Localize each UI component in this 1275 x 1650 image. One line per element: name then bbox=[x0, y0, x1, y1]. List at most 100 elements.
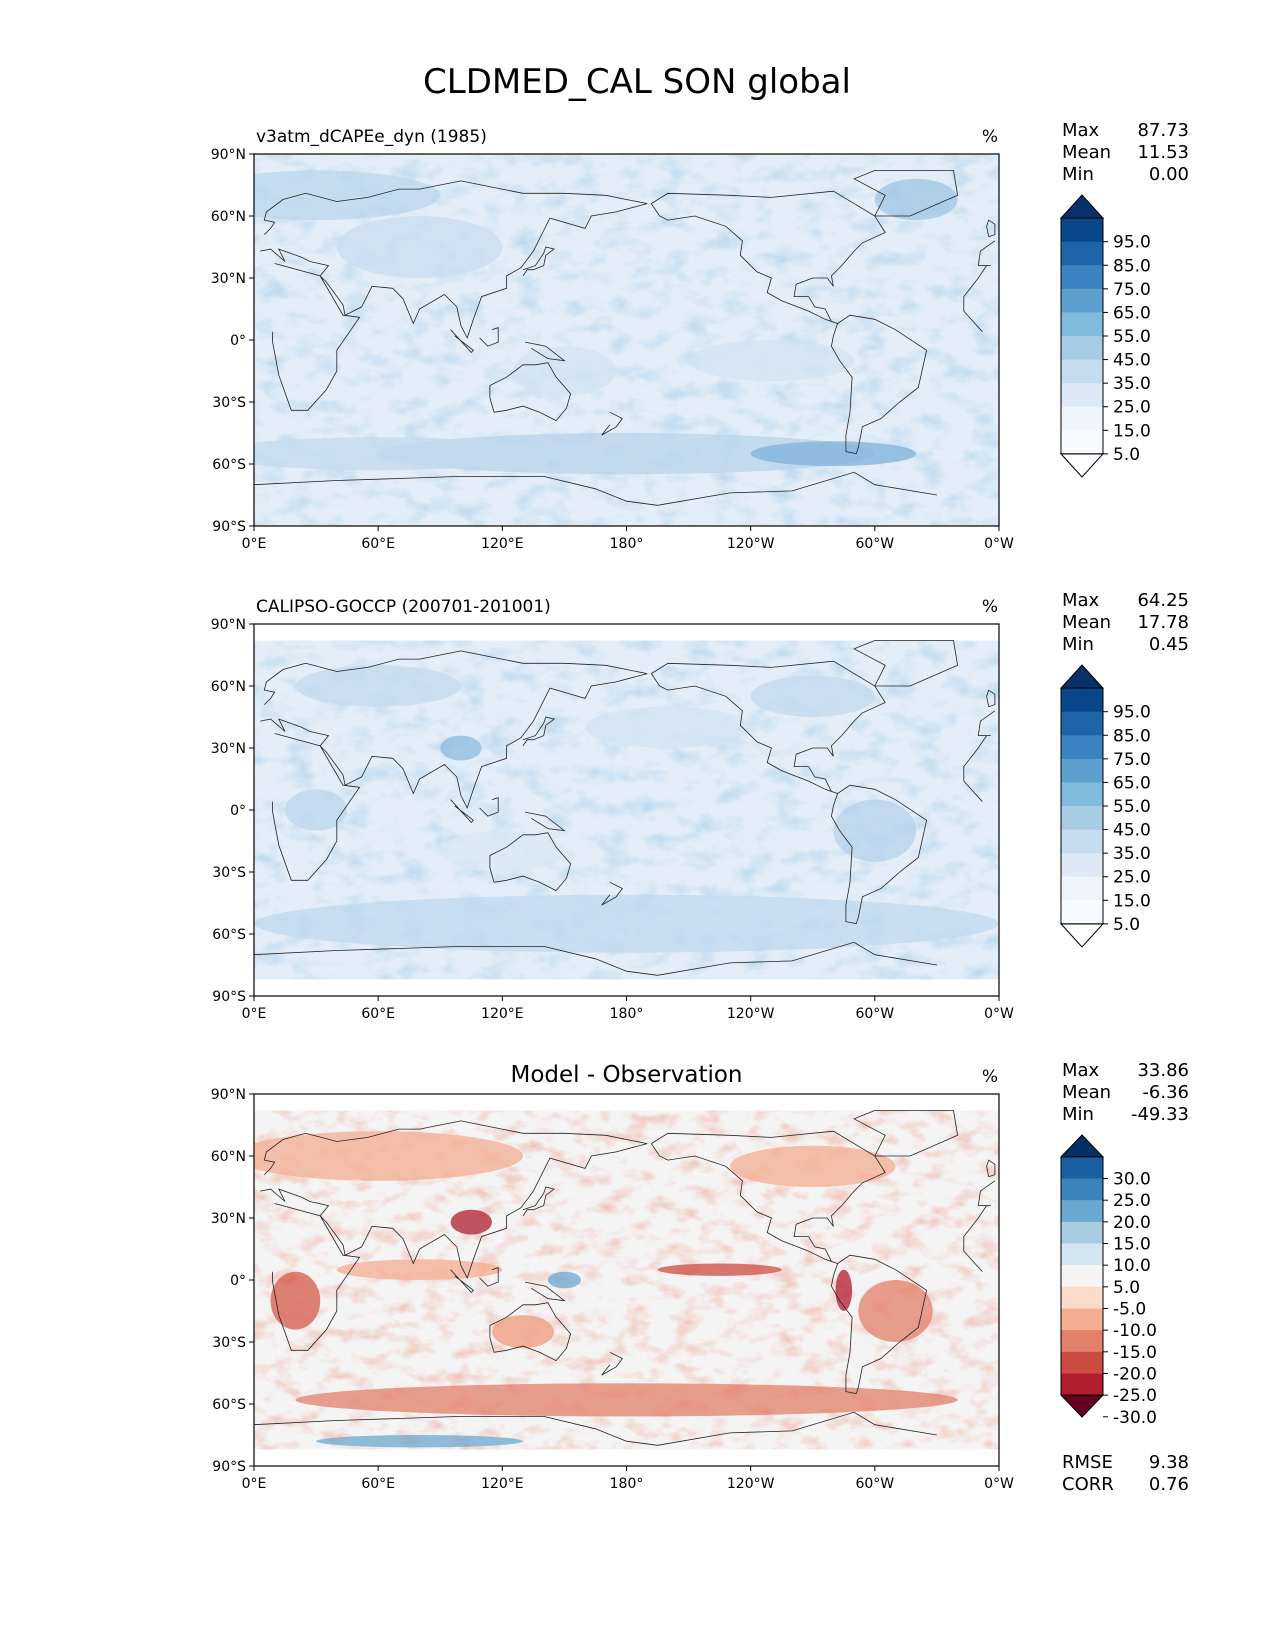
field-feature bbox=[833, 799, 917, 862]
coastline bbox=[479, 327, 499, 347]
units-label: % bbox=[982, 1067, 998, 1087]
field-feature bbox=[835, 1269, 853, 1312]
y-tick-label: 30°S bbox=[212, 395, 246, 411]
colorbar-segment bbox=[1061, 1373, 1103, 1396]
colorbar-segment bbox=[1061, 336, 1103, 361]
stat-label: Min bbox=[1062, 164, 1094, 185]
x-tick-label: 60°W bbox=[855, 1476, 894, 1492]
coastline bbox=[977, 240, 996, 266]
figure-title: CLDMED_CAL SON global bbox=[423, 62, 851, 102]
coastline bbox=[489, 832, 572, 892]
field-feature bbox=[874, 178, 958, 221]
coastline bbox=[853, 1110, 959, 1157]
y-tick-label: 60°N bbox=[211, 209, 246, 225]
colorbar-label: -10.0 bbox=[1113, 1321, 1157, 1341]
colorbar-label: 35.0 bbox=[1113, 844, 1151, 864]
colorbar-segment bbox=[1061, 1351, 1103, 1374]
coastline bbox=[260, 1120, 648, 1279]
coastline bbox=[986, 689, 996, 708]
field-feature bbox=[254, 894, 999, 953]
colorbar-extend-min bbox=[1059, 1394, 1105, 1418]
panel-difference: Model - Observation % 90°N 60°N 30°N 0° 30°S 60… bbox=[211, 1060, 1189, 1495]
x-tick-label: 120°W bbox=[727, 1006, 775, 1022]
coastline bbox=[479, 797, 499, 817]
coastline bbox=[489, 1302, 572, 1362]
stat-value: 17.78 bbox=[1137, 612, 1189, 633]
coastline bbox=[254, 1411, 937, 1446]
colorbar-segment bbox=[1061, 711, 1103, 736]
coastline bbox=[830, 314, 928, 455]
y-tick-label: 30°S bbox=[212, 1335, 246, 1351]
colorbar-segment bbox=[1061, 1308, 1103, 1331]
y-tick-label: 30°N bbox=[211, 741, 246, 757]
coastline bbox=[479, 1267, 499, 1287]
colorbar-segment bbox=[1061, 876, 1103, 901]
y-tick-label: 30°N bbox=[211, 271, 246, 287]
colorbar-label: -5.0 bbox=[1113, 1299, 1146, 1319]
colorbar-label: -30.0 bbox=[1113, 1408, 1157, 1428]
colorbar-label: 30.0 bbox=[1113, 1170, 1151, 1190]
coastline bbox=[525, 811, 566, 832]
field-feature bbox=[750, 441, 917, 467]
coastline bbox=[522, 1186, 556, 1217]
colorbar-segment bbox=[1061, 218, 1103, 243]
x-tick-label: 0°W bbox=[984, 536, 1014, 552]
stat-value: 0.00 bbox=[1149, 164, 1189, 185]
coastline bbox=[450, 799, 475, 823]
coastline bbox=[963, 1205, 987, 1272]
colorbar-extend-min bbox=[1059, 453, 1105, 478]
coastline bbox=[450, 329, 475, 353]
stat-label: Mean bbox=[1062, 142, 1111, 163]
x-tick-label: 120°E bbox=[481, 1006, 524, 1022]
panel-title: Model - Observation bbox=[510, 1062, 742, 1088]
coastline bbox=[272, 263, 361, 411]
coastline bbox=[254, 941, 937, 976]
colorbar-segment bbox=[1061, 383, 1103, 408]
coastline bbox=[450, 1269, 475, 1293]
colorbar-label: -20.0 bbox=[1113, 1364, 1157, 1384]
coastline bbox=[260, 650, 648, 809]
y-tick-label: 60°N bbox=[211, 679, 246, 695]
x-tick-label: 120°E bbox=[481, 536, 524, 552]
colorbar-label: 75.0 bbox=[1113, 750, 1151, 770]
colorbar-extend-max bbox=[1059, 664, 1105, 689]
coastline bbox=[830, 784, 928, 925]
coastline bbox=[650, 660, 886, 794]
colorbar-segment bbox=[1061, 1286, 1103, 1309]
colorbar-segment bbox=[1061, 758, 1103, 783]
units-label: % bbox=[982, 127, 998, 147]
colorbar-segment bbox=[1061, 1200, 1103, 1223]
colorbar-segment bbox=[1061, 359, 1103, 384]
stat-value: -6.36 bbox=[1142, 1082, 1189, 1103]
field-feature bbox=[585, 706, 751, 748]
x-tick-label: 120°E bbox=[481, 1476, 524, 1492]
colorbar-label: 55.0 bbox=[1113, 797, 1151, 817]
coastline bbox=[853, 170, 959, 217]
metric-label: RMSE bbox=[1062, 1452, 1113, 1473]
coastline bbox=[830, 1254, 928, 1395]
field-feature bbox=[547, 1271, 581, 1289]
colorbar-label: 75.0 bbox=[1113, 280, 1151, 300]
map-area bbox=[254, 154, 999, 526]
stat-value: 11.53 bbox=[1137, 142, 1189, 163]
y-tick-label: 0° bbox=[230, 1273, 246, 1289]
panel-observation: CALIPSO-GOCCP (200701-201001) % 90°N 60°N 30… bbox=[211, 590, 1189, 1022]
field-feature bbox=[254, 1131, 523, 1181]
coastline bbox=[522, 716, 556, 747]
coastline bbox=[986, 219, 996, 238]
units-label: % bbox=[982, 597, 998, 617]
field-feature bbox=[858, 1280, 933, 1342]
coastline bbox=[963, 735, 987, 802]
stat-value: 87.73 bbox=[1137, 120, 1189, 141]
coastline bbox=[525, 1281, 566, 1302]
coastline bbox=[489, 362, 572, 422]
coastline bbox=[254, 471, 937, 506]
colorbar-label: -15.0 bbox=[1113, 1343, 1157, 1363]
coastline bbox=[260, 180, 648, 339]
map-area bbox=[254, 1110, 999, 1450]
colorbar-segment bbox=[1061, 1243, 1103, 1266]
coastline bbox=[522, 246, 556, 277]
coastline bbox=[986, 1159, 996, 1178]
y-tick-label: 0° bbox=[230, 803, 246, 819]
field-feature bbox=[295, 665, 461, 707]
